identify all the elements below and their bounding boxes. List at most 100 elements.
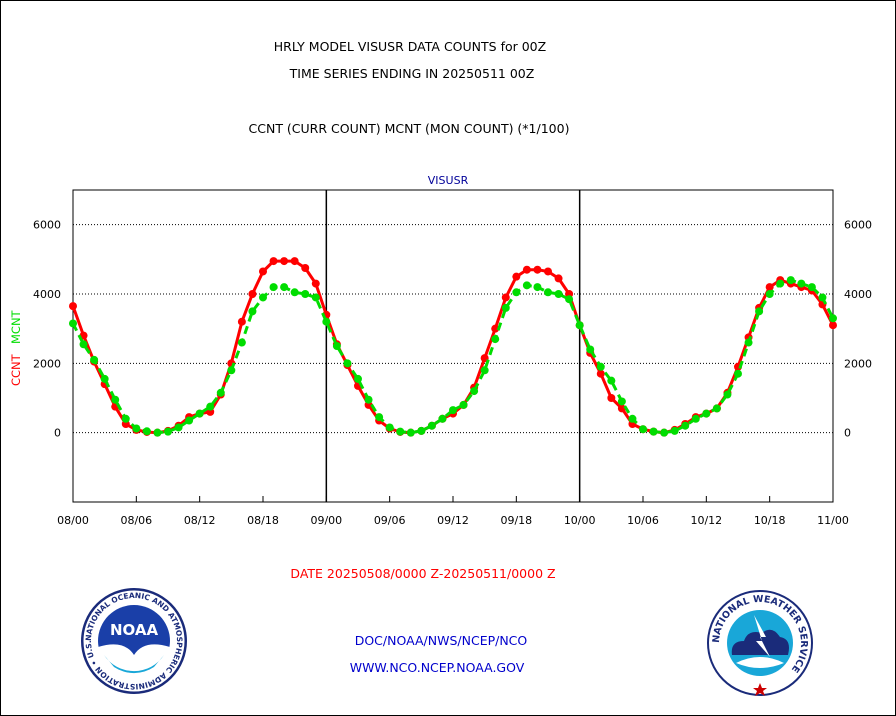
data-point-ccnt [491, 324, 500, 333]
data-point-ccnt [533, 265, 542, 274]
data-point-ccnt [280, 257, 289, 266]
y-tick-label-left: 6000 [33, 219, 61, 232]
data-point-mcnt [248, 307, 257, 316]
data-point-mcnt [491, 335, 500, 344]
y-tick-label-left: 0 [54, 427, 61, 440]
x-tick-label: 09/00 [310, 514, 342, 527]
data-point-ccnt [259, 267, 267, 276]
data-point-mcnt [216, 388, 225, 397]
y-axis-label-mcnt: MCNT [9, 309, 23, 344]
data-point-mcnt [723, 390, 732, 399]
data-point-mcnt [596, 362, 605, 371]
x-tick-label: 08/12 [184, 514, 216, 527]
data-point-mcnt [79, 340, 88, 349]
data-point-mcnt [565, 295, 574, 304]
website-link[interactable]: WWW.NCO.NCEP.NOAA.GOV [350, 660, 525, 675]
data-point-mcnt [322, 317, 331, 326]
data-point-mcnt [544, 288, 552, 297]
data-point-mcnt [776, 279, 785, 288]
data-point-mcnt [449, 406, 457, 415]
data-point-mcnt [755, 307, 764, 316]
chart-title-line1: HRLY MODEL VISUSR DATA COUNTS for 00Z [274, 39, 546, 54]
data-point-mcnt [681, 421, 690, 430]
data-point-mcnt [385, 423, 394, 432]
data-point-mcnt [744, 338, 753, 347]
date-range: DATE 20250508/0000 Z-20250511/0000 Z [290, 566, 555, 581]
x-tick-label: 10/06 [627, 514, 659, 527]
x-tick-label: 08/00 [57, 514, 89, 527]
data-point-mcnt [69, 319, 77, 328]
x-tick-label: 11/00 [817, 514, 849, 527]
data-point-mcnt [396, 427, 405, 436]
noaa-label: NOAA [110, 621, 159, 639]
data-point-mcnt [195, 409, 204, 418]
data-point-ccnt [829, 321, 837, 330]
data-point-ccnt [512, 272, 521, 281]
data-point-ccnt [248, 290, 257, 298]
data-point-mcnt [786, 276, 795, 285]
org-path: DOC/NOAA/NWS/NCEP/NCO [355, 633, 528, 648]
data-point-mcnt [185, 416, 194, 425]
star-icon [753, 683, 767, 696]
data-point-mcnt [311, 293, 320, 302]
data-point-mcnt [406, 428, 415, 437]
plot-border [72, 189, 834, 503]
data-point-ccnt [301, 264, 310, 272]
data-point-mcnt [712, 404, 721, 413]
data-point-mcnt [100, 374, 109, 383]
plot-area: 0 0 2000 2000 4000 4000 6000 6000 08/00 08/06 08/1… [33, 189, 872, 527]
data-point-mcnt [354, 374, 362, 383]
data-point-ccnt [554, 274, 563, 283]
data-point-mcnt [818, 293, 827, 302]
x-tick-label: 10/12 [690, 514, 722, 527]
data-point-mcnt [90, 355, 99, 364]
data-point-ccnt [607, 394, 616, 402]
y-tick-label-right: 2000 [844, 357, 872, 370]
data-point-mcnt [522, 281, 531, 290]
y-tick-label-right: 4000 [844, 288, 872, 301]
x-tick-label: 09/06 [374, 514, 406, 527]
data-point-mcnt [639, 425, 647, 434]
data-point-mcnt [364, 395, 373, 404]
x-tick-label: 09/18 [500, 514, 532, 527]
y-tick-label-left: 4000 [33, 288, 61, 301]
data-point-ccnt [617, 404, 626, 413]
data-point-mcnt [417, 426, 426, 435]
data-point-ccnt [69, 302, 77, 311]
noaa-bird-icon [98, 643, 170, 679]
x-tick-label: 10/18 [754, 514, 786, 527]
data-point-mcnt [660, 428, 669, 437]
data-point-mcnt [121, 414, 130, 423]
panel-label: VISUSR [428, 174, 469, 187]
nws-logo: NATIONAL WEATHER SERVICE [707, 590, 813, 696]
y-tick-label-right: 0 [844, 427, 851, 440]
chart-title-line2: TIME SERIES ENDING IN 20250511 00Z [289, 66, 535, 81]
data-point-mcnt [438, 414, 447, 423]
y-axis-label-ccnt: CCNT [9, 353, 23, 386]
data-point-mcnt [459, 400, 468, 409]
data-point-mcnt [290, 288, 299, 297]
data-point-mcnt [259, 293, 267, 302]
lightning-icon [754, 615, 770, 657]
data-point-mcnt [512, 288, 521, 297]
data-point-mcnt [649, 427, 658, 436]
data-point-mcnt [164, 427, 172, 436]
data-point-mcnt [206, 402, 215, 411]
data-point-mcnt [607, 376, 616, 385]
data-point-mcnt [702, 409, 711, 418]
y-tick-label-left: 2000 [33, 357, 61, 370]
data-point-mcnt [765, 290, 774, 298]
data-point-mcnt [142, 427, 151, 436]
data-point-mcnt [734, 369, 742, 378]
data-point-mcnt [111, 395, 120, 404]
data-point-mcnt [617, 397, 626, 406]
data-point-ccnt [290, 257, 299, 266]
x-tick-label: 10/00 [564, 514, 596, 527]
data-point-mcnt [153, 428, 162, 437]
data-point-mcnt [670, 426, 679, 435]
data-point-mcnt [132, 424, 141, 433]
data-point-mcnt [829, 314, 837, 323]
data-point-mcnt [628, 414, 637, 423]
data-point-mcnt [375, 413, 384, 422]
data-point-mcnt [554, 290, 563, 298]
